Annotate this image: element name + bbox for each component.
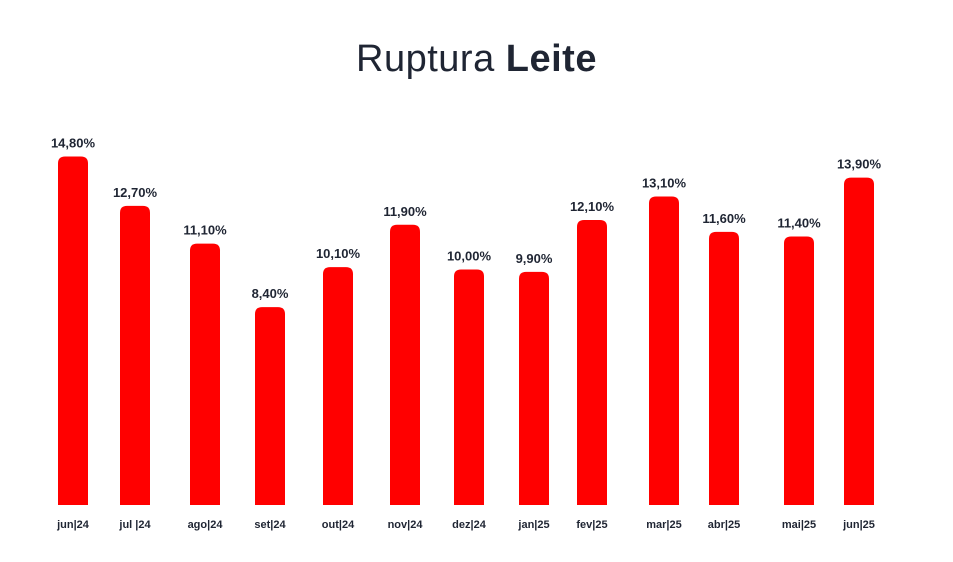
bar-8 [519,271,549,505]
category-label-10: mar|25 [646,519,682,531]
value-label-2: 12,70% [113,185,158,200]
bar-7 [454,269,484,505]
value-label-5: 10,10% [316,246,361,261]
bar-6 [390,224,420,505]
bar-9 [577,220,607,506]
chart-title-bold: Leite [505,38,597,80]
category-label-13: jun|25 [842,519,875,531]
bar-11 [709,231,739,505]
bar-1 [58,156,88,505]
value-label-12: 11,40% [777,216,821,231]
value-label-8: 9,90% [516,251,553,266]
category-label-9: fev|25 [576,519,607,531]
value-label-7: 10,00% [447,249,492,264]
value-label-6: 11,90% [383,204,427,219]
bar-4 [255,307,285,505]
category-label-11: abr|25 [708,519,740,531]
category-label-5: out|24 [322,519,355,531]
value-label-10: 13,10% [642,175,687,190]
value-label-1: 14,80% [51,135,96,150]
bar-5 [323,267,353,505]
category-label-6: nov|24 [388,519,424,531]
category-label-4: set|24 [254,519,286,531]
bar-10 [649,196,679,505]
bar-12 [784,236,814,505]
category-label-3: ago|24 [188,519,224,531]
category-label-8: jan|25 [517,519,549,531]
value-label-9: 12,10% [570,199,615,214]
category-label-2: jul |24 [118,519,151,531]
bar-3 [190,243,220,505]
chart-title: Ruptura Leite [0,38,953,81]
value-label-11: 11,60% [702,211,746,226]
bar-13 [844,177,874,505]
chart-title-prefix: Ruptura [356,38,495,80]
category-label-12: mai|25 [782,519,816,531]
bar-2 [120,205,150,506]
value-label-3: 11,10% [183,223,227,238]
value-label-4: 8,40% [252,286,289,301]
value-label-13: 13,90% [837,157,882,172]
category-label-7: dez|24 [452,519,487,531]
category-label-1: jun|24 [56,519,90,531]
